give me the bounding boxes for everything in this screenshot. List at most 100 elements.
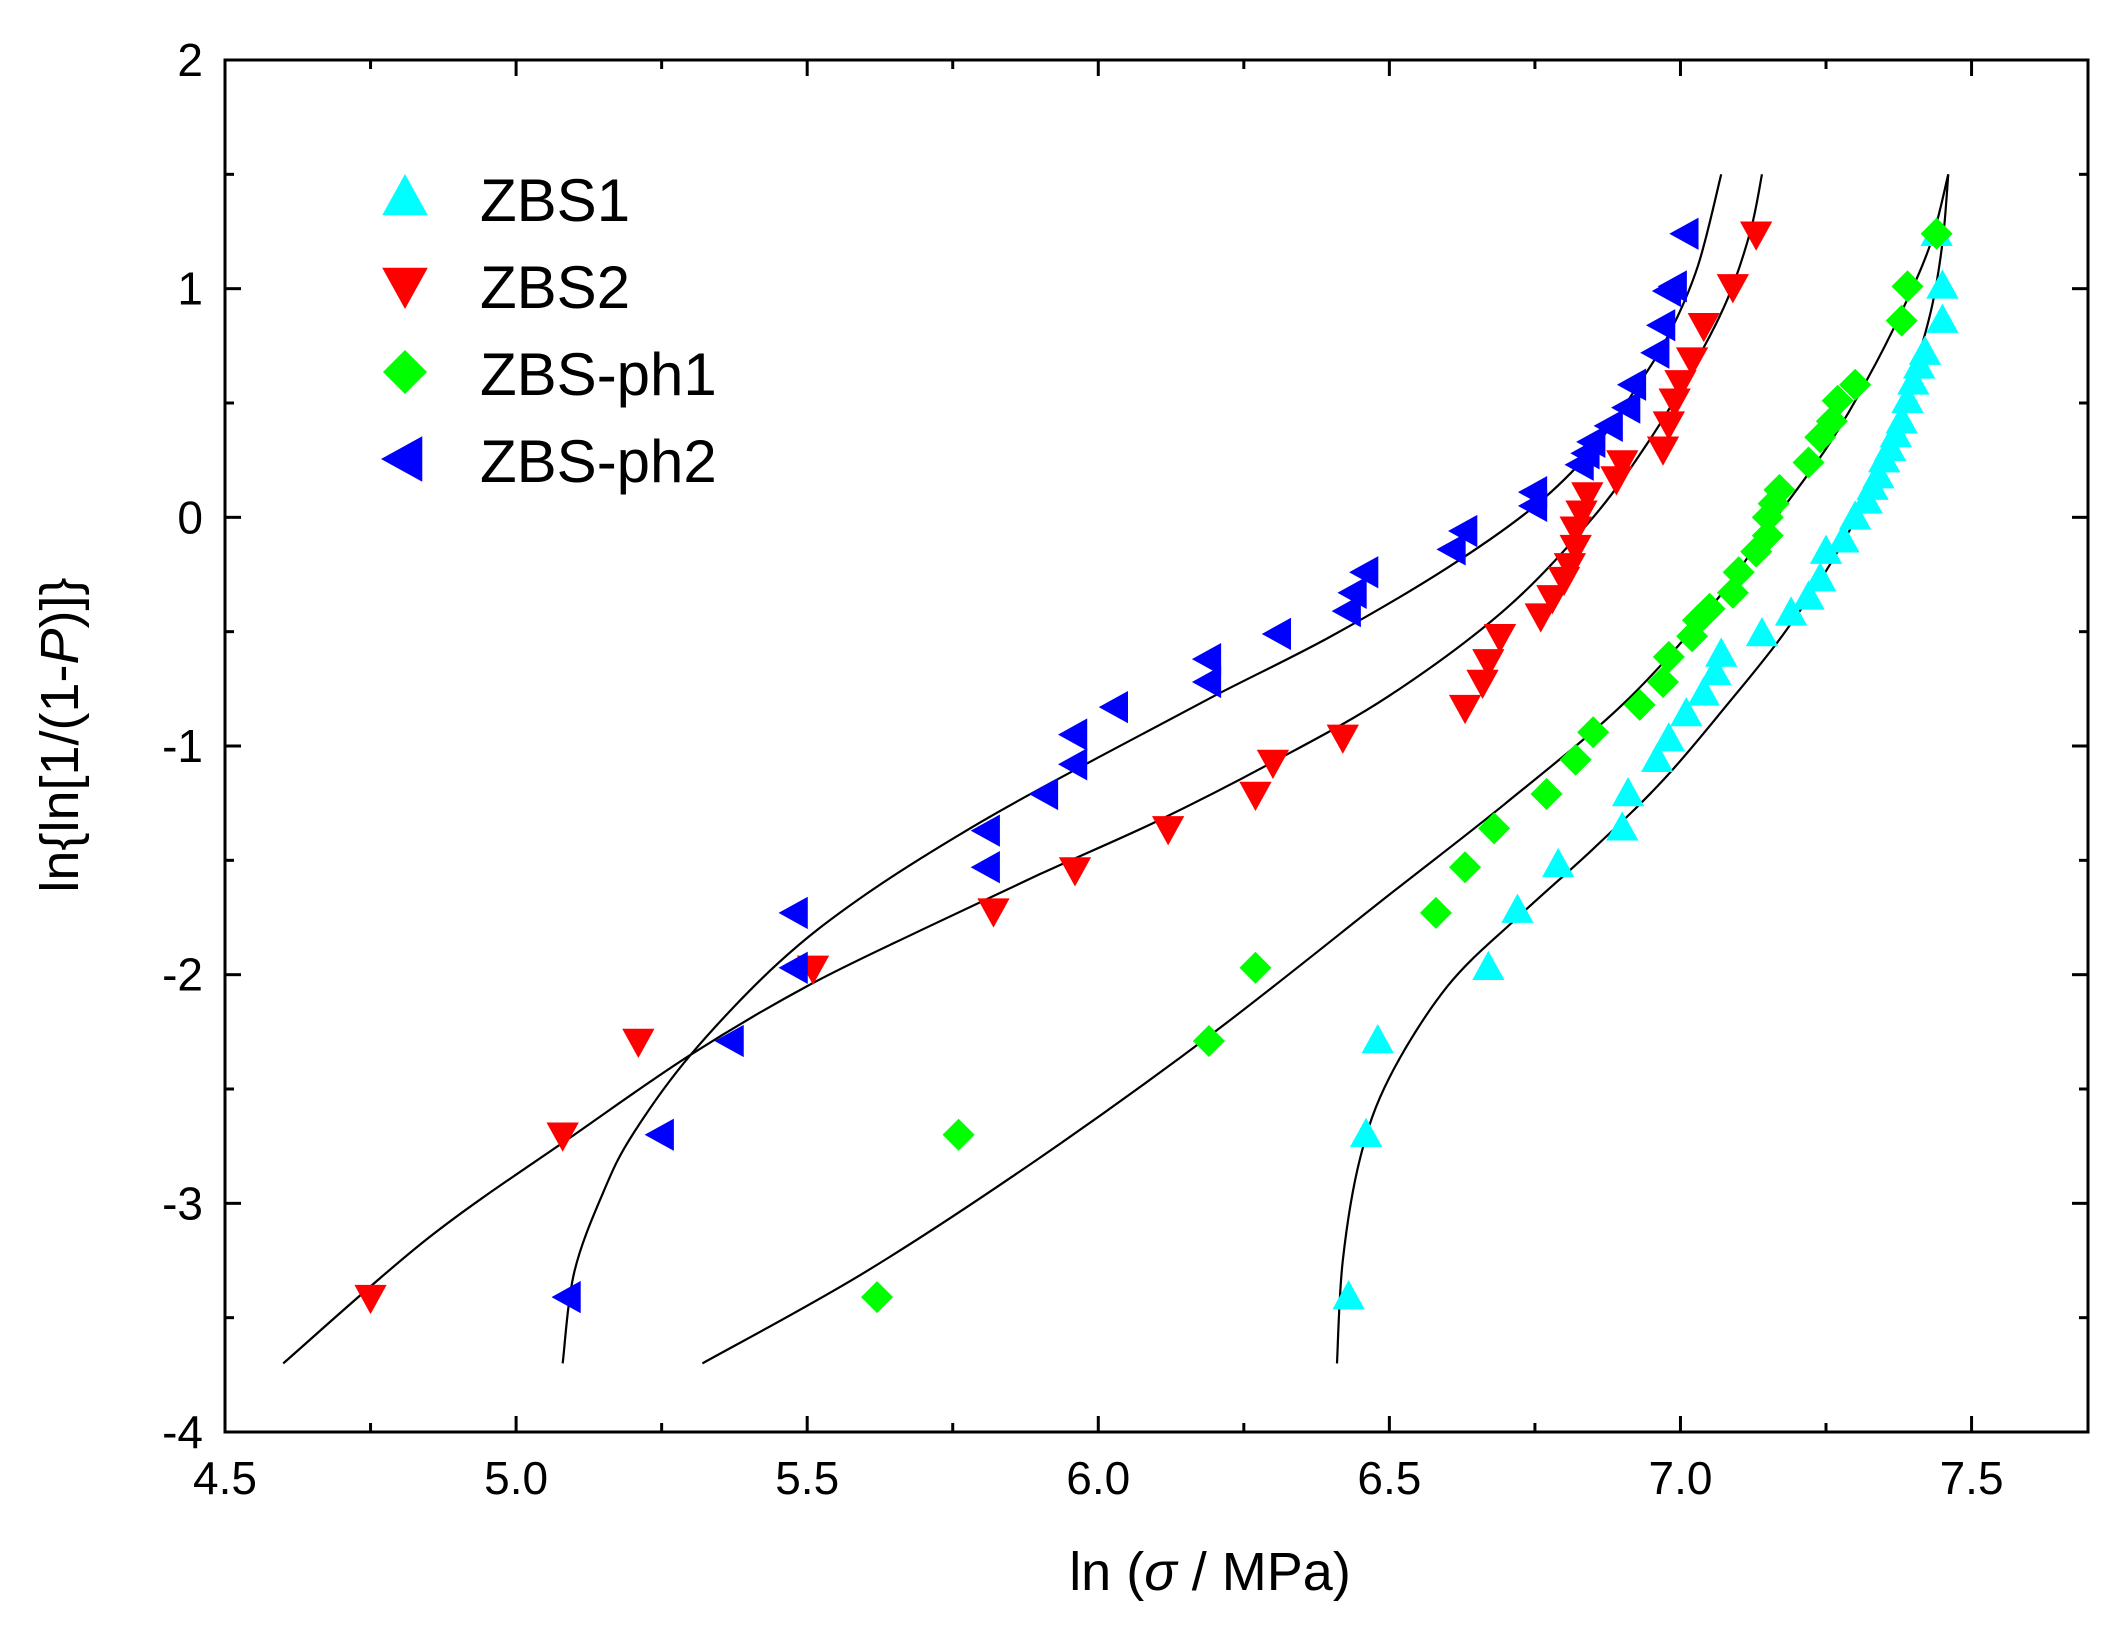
data-point: [1057, 718, 1088, 751]
data-point: [551, 1280, 581, 1314]
data-point: [1740, 221, 1773, 251]
data-point: [1646, 309, 1676, 342]
data-point: [1436, 533, 1466, 566]
legend-item-zbs2: ZBS2: [382, 254, 630, 321]
data-point: [1926, 303, 1959, 333]
data-point: [1478, 812, 1511, 845]
data-point: [1349, 1117, 1383, 1147]
data-point: [1542, 847, 1575, 878]
x-tick-label: 5.5: [775, 1452, 839, 1504]
data-point: [1349, 556, 1379, 589]
data-point: [1192, 1024, 1225, 1057]
data-point: [1687, 676, 1720, 706]
y-axis-title-suffix: )]}: [30, 577, 90, 628]
series-zbs-ph1: [861, 217, 1953, 1314]
data-point: [1361, 1023, 1394, 1054]
data-point: [1256, 749, 1290, 780]
data-point: [1652, 722, 1685, 752]
data-point: [1763, 473, 1796, 506]
y-axis-title: ln{ln[1/(1-P)]}: [30, 577, 90, 892]
data-point: [1920, 217, 1953, 250]
data-point: [1774, 596, 1808, 626]
x-tick-label: 7.5: [1940, 1452, 2004, 1504]
data-point: [1448, 514, 1478, 548]
data-point: [1809, 534, 1843, 564]
data-point: [977, 898, 1010, 928]
data-point: [1517, 476, 1548, 509]
data-point: [1191, 665, 1222, 699]
data-point: [1472, 649, 1505, 679]
data-point: [1611, 391, 1641, 424]
data-point: [1326, 724, 1359, 754]
data-point: [1646, 436, 1680, 466]
data-point: [942, 1118, 975, 1151]
data-point: [1611, 777, 1645, 807]
legend-label: ZBS-ph1: [480, 341, 717, 408]
x-axis-title: ln (σ / MPa): [1069, 1542, 1351, 1602]
legend-label: ZBS2: [480, 254, 630, 321]
data-point: [861, 1281, 894, 1314]
data-point: [1466, 669, 1499, 699]
data-point: [1652, 411, 1685, 441]
legend-marker: [381, 436, 423, 482]
data-point: [1577, 716, 1610, 749]
data-point: [778, 896, 808, 930]
data-point: [1448, 694, 1482, 725]
data-point: [1693, 592, 1726, 625]
data-point: [1722, 556, 1755, 589]
data-point: [1559, 743, 1592, 776]
data-point: [1332, 1280, 1365, 1310]
data-point: [1606, 450, 1639, 480]
data-point: [1745, 616, 1779, 647]
data-point: [1792, 446, 1825, 479]
data-point: [714, 1024, 744, 1058]
x-tick-label: 6.0: [1066, 1452, 1130, 1504]
y-tick-label: 0: [177, 491, 203, 543]
y-tick-label: -4: [162, 1406, 203, 1458]
data-point: [1239, 951, 1272, 984]
data-point: [1524, 603, 1557, 633]
data-point: [1669, 217, 1699, 250]
legend-label: ZBS-ph2: [480, 428, 717, 495]
data-point: [1891, 270, 1924, 303]
axes: [223, 58, 2090, 1434]
legend-item-zbs-ph2: ZBS-ph2: [381, 428, 717, 495]
data-point: [1885, 404, 1918, 434]
y-tick-label: -3: [162, 1177, 203, 1229]
data-point: [1536, 585, 1569, 615]
data-point: [778, 951, 808, 984]
data-point: [1449, 851, 1482, 884]
tick-labels: 4.5 5.0 5.5 6.0 6.5 7.0 7.5 -4 -3 -2 -1 0 1 2: [162, 34, 2003, 1504]
data-point: [1652, 640, 1685, 673]
data-point: [1897, 365, 1930, 395]
data-point: [1623, 688, 1656, 721]
data-point: [546, 1122, 579, 1152]
data-point: [1839, 368, 1872, 401]
x-tick-label: 6.5: [1357, 1452, 1421, 1504]
y-tick-label: 2: [177, 34, 203, 86]
data-point: [1151, 816, 1185, 846]
series-zbs2: [354, 221, 1773, 1315]
data-point: [1705, 637, 1738, 667]
legend-item-zbs1: ZBS1: [382, 167, 630, 234]
data-point: [644, 1118, 674, 1151]
data-point: [1058, 857, 1092, 887]
legend: ZBS1 ZBS2 ZBS-ph1 ZBS-ph2: [381, 167, 717, 495]
data-point: [1657, 270, 1687, 303]
data-point: [1261, 617, 1291, 651]
data-point: [1641, 742, 1674, 772]
fit-curve-zbs-ph2: [561, 174, 1723, 1364]
data-point: [1716, 274, 1750, 304]
data-point: [354, 1284, 387, 1315]
data-point: [1239, 781, 1272, 812]
legend-item-zbs-ph1: ZBS-ph1: [383, 341, 717, 408]
x-axis-title-prefix: ln (: [1069, 1542, 1144, 1602]
data-point: [1530, 778, 1563, 811]
y-axis-title-symbol: P: [30, 628, 90, 664]
data-point: [970, 814, 1000, 847]
data-point: [1483, 624, 1517, 654]
data-point: [1675, 347, 1709, 377]
data-point: [1926, 269, 1959, 299]
